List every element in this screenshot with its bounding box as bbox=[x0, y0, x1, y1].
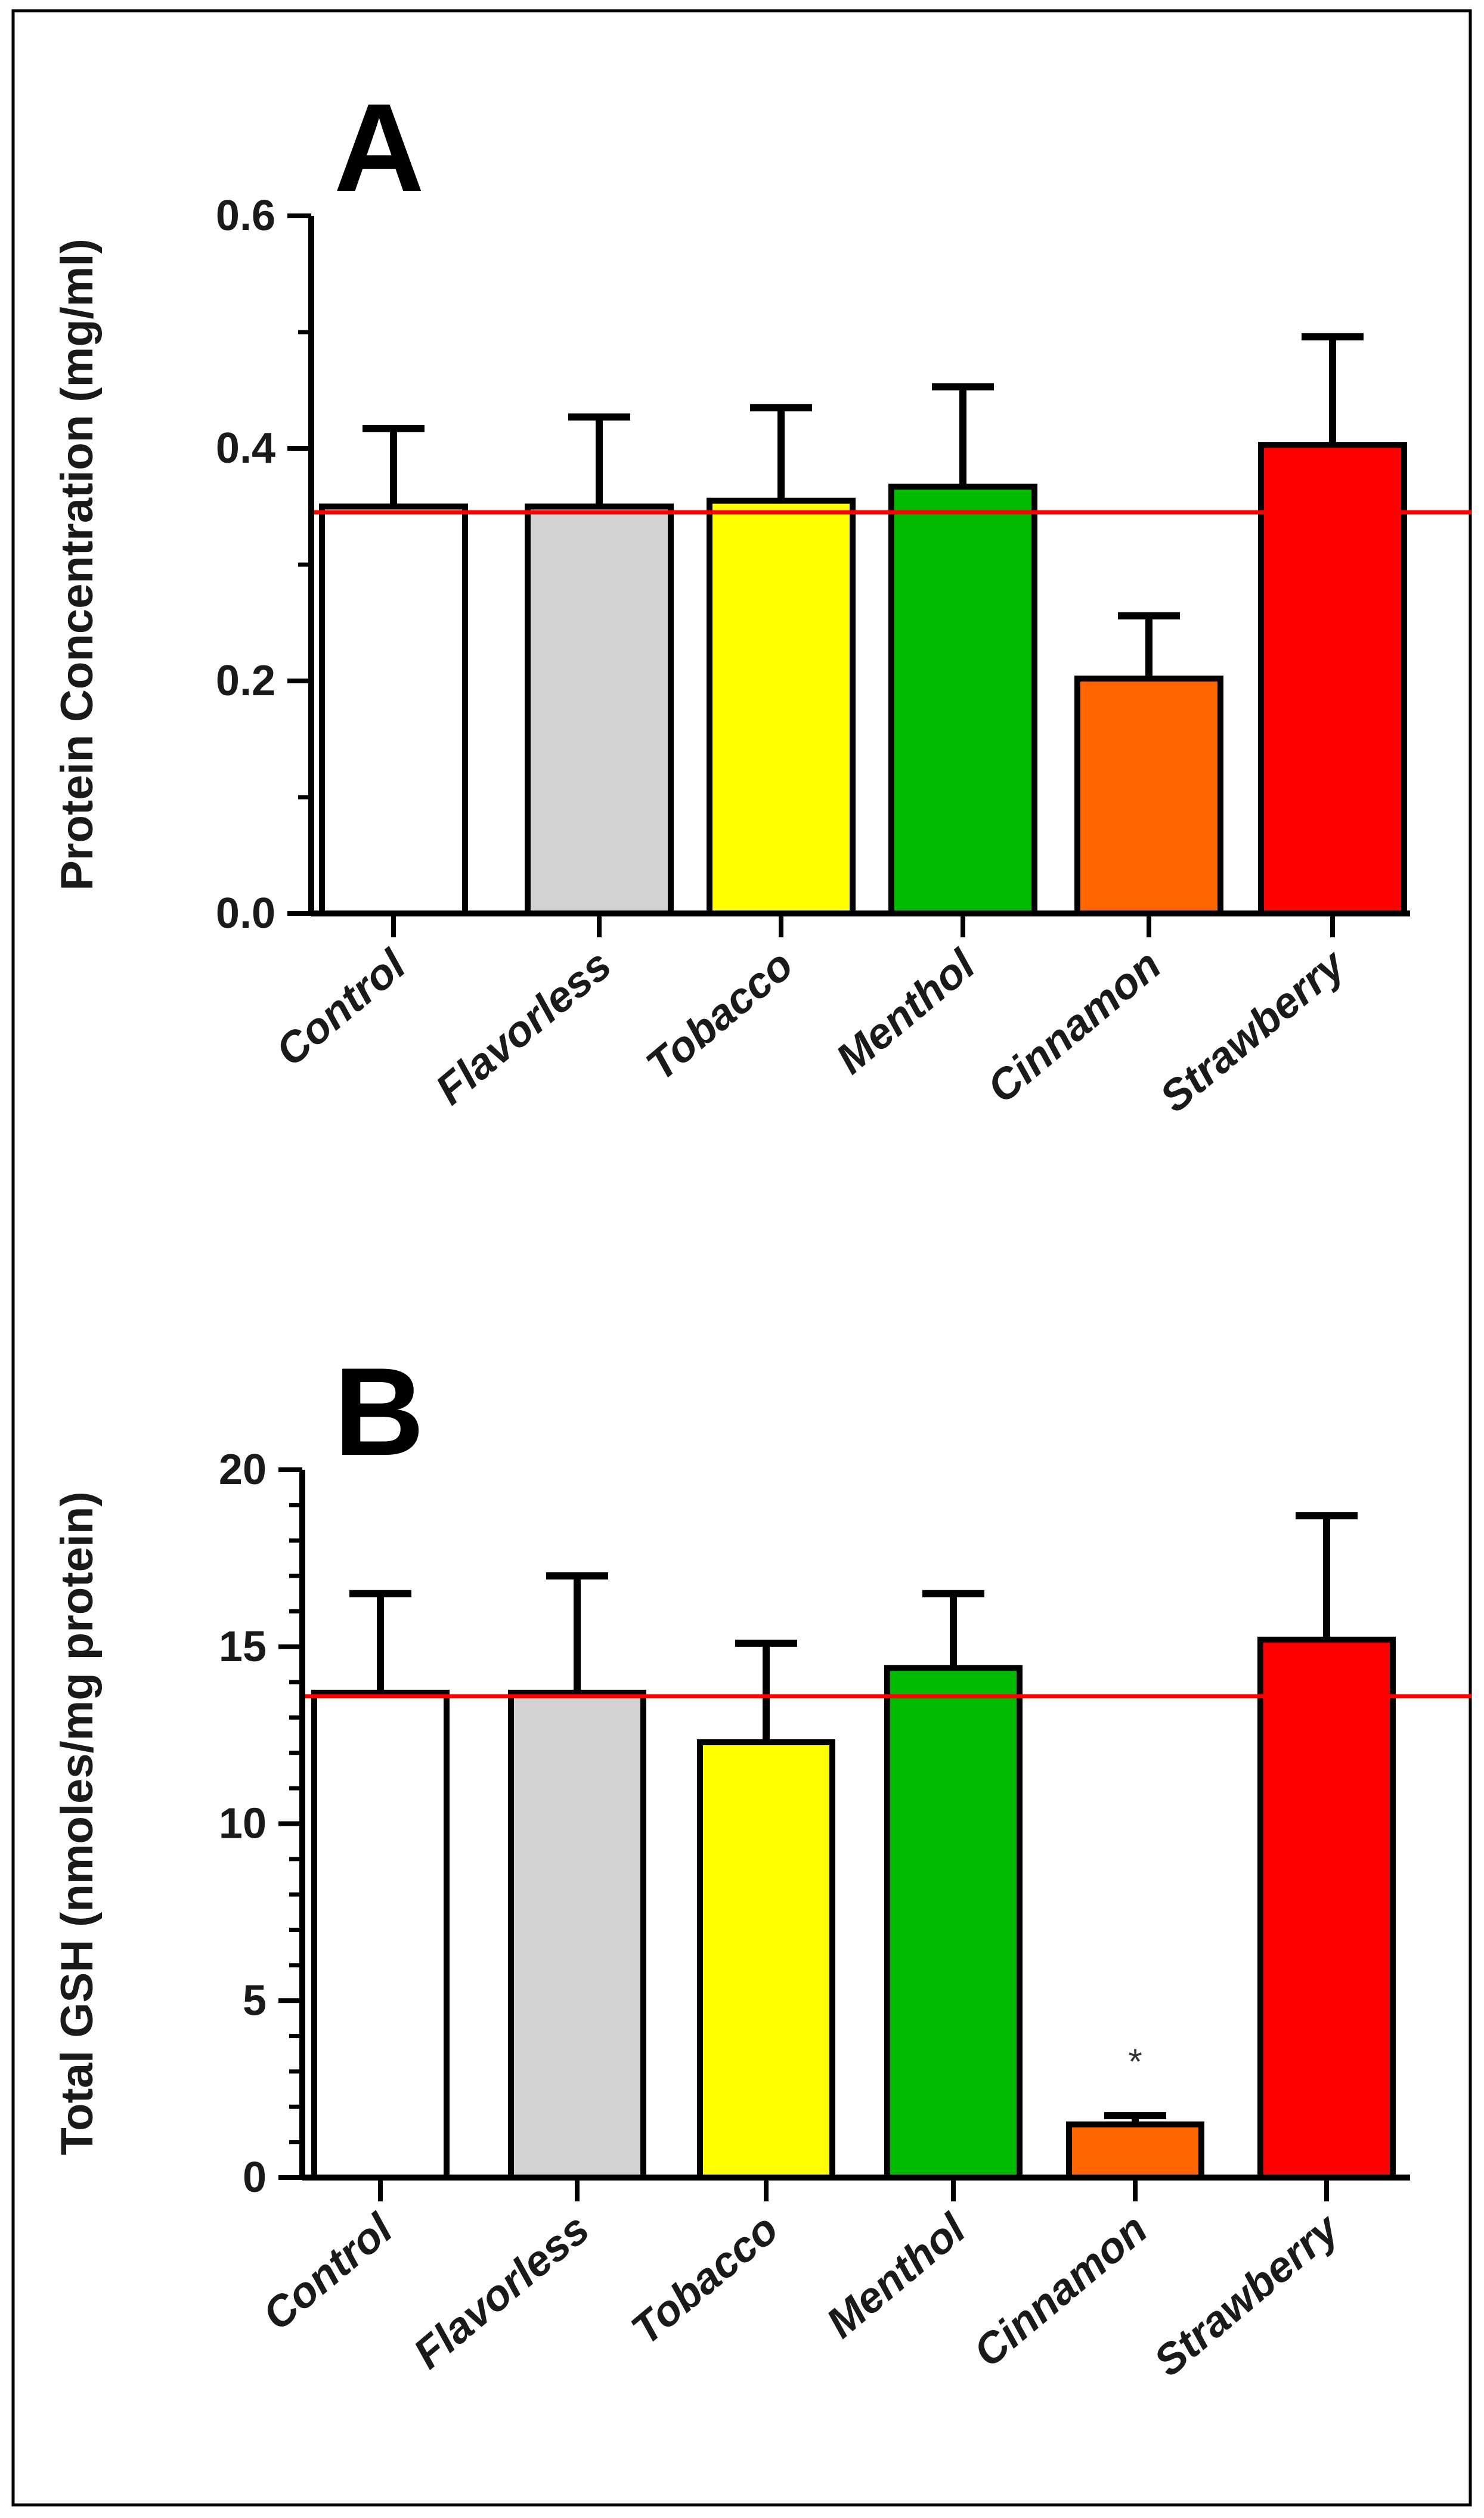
panel-b-y-tick-label: 15 bbox=[219, 1623, 267, 1671]
panel-a-bar-cinnamon bbox=[1074, 676, 1223, 916]
panel-a-bar-flavorless bbox=[525, 503, 674, 916]
panel-b-bar-tobacco bbox=[697, 1739, 835, 2181]
panel-b-y-tick-label: 20 bbox=[219, 1446, 267, 1494]
panel-b-annotation-cinnamon: * bbox=[1128, 2042, 1142, 2082]
panel-b-y-axis-title: Total GSH (nmoles/mg protein) bbox=[52, 1491, 103, 2155]
panel-a-y-tick-label: 0.4 bbox=[216, 425, 275, 472]
panel-b-bar-control bbox=[311, 1689, 450, 2181]
figure-border bbox=[11, 9, 1472, 2507]
panel-a-y-tick-label: 0.0 bbox=[216, 890, 275, 937]
panel-a-y-tick-label: 0.2 bbox=[216, 657, 275, 705]
panel-b-bar-flavorless bbox=[508, 1689, 646, 2181]
panel-a-bar-strawberry bbox=[1258, 442, 1407, 916]
panel-a-bar-control bbox=[319, 503, 468, 916]
panel-b-y-tick-label: 10 bbox=[219, 1800, 267, 1848]
panel-a-letter: A bbox=[334, 78, 425, 218]
panel-a-bar-menthol bbox=[888, 484, 1037, 916]
panel-a-bar-tobacco bbox=[707, 497, 856, 916]
panel-b-bar-strawberry bbox=[1257, 1636, 1396, 2181]
panel-b-y-tick-label: 5 bbox=[243, 1977, 267, 2024]
panel-a-y-tick-label: 0.6 bbox=[216, 192, 275, 240]
panel-b-letter: B bbox=[334, 1342, 425, 1482]
panel-b-y-tick-label: 0 bbox=[243, 2154, 267, 2201]
panel-b-bar-menthol bbox=[884, 1665, 1023, 2181]
panel-a-y-axis-title: Protein Concentration (mg/ml) bbox=[52, 239, 103, 891]
panel-b-bar-cinnamon bbox=[1066, 2121, 1204, 2181]
